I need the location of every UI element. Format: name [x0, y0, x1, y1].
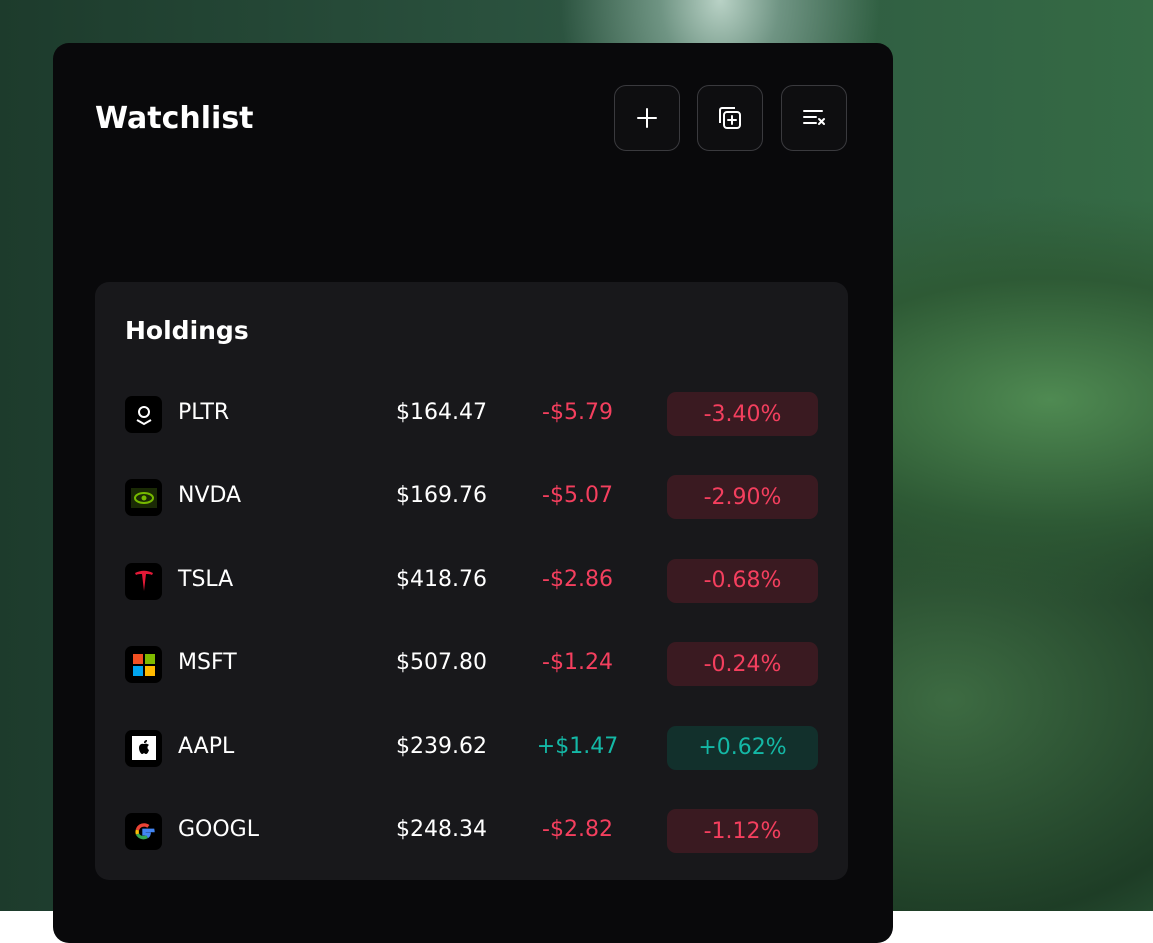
watchlist-panel: Watchlist Holdings PLTR $164.47 -$5.79 -3.4…	[53, 43, 893, 943]
holding-row[interactable]: MSFT $507.80 -$1.24 -0.24%	[95, 634, 848, 694]
logo	[130, 487, 157, 508]
price: $169.76	[396, 483, 487, 509]
ticker: MSFT	[178, 650, 237, 676]
change: -$5.07	[542, 483, 613, 509]
ticker-logo	[125, 813, 162, 850]
logo	[132, 653, 155, 676]
clear-button[interactable]	[781, 85, 847, 151]
price: $418.76	[396, 566, 487, 592]
ticker-logo	[125, 396, 162, 433]
price: $239.62	[396, 733, 487, 759]
ticker: TSLA	[178, 566, 234, 592]
holding-row[interactable]: TSLA $418.76 -$2.86 -0.68%	[95, 551, 848, 611]
percent-change: -2.90%	[667, 475, 818, 520]
ticker-logo	[125, 479, 162, 517]
holdings-card: Holdings PLTR $164.47 -$5.79 -3.40% NVDA $169…	[95, 282, 848, 880]
ticker: GOOGL	[178, 817, 259, 842]
price: $507.80	[396, 650, 487, 676]
percent-change: +0.62%	[667, 725, 818, 770]
change: -$5.79	[542, 400, 613, 425]
change: -$2.82	[542, 817, 613, 842]
logo	[134, 571, 153, 592]
holdings-title: Holdings	[125, 316, 249, 345]
change: +$1.47	[536, 733, 619, 759]
holding-row[interactable]: AAPL $239.62 +$1.47 +0.62%	[95, 718, 848, 778]
ticker-logo	[125, 729, 162, 767]
change: -$2.86	[542, 566, 613, 592]
ticker: NVDA	[178, 483, 242, 509]
percent-change: -0.24%	[667, 642, 818, 687]
ticker-logo	[125, 646, 162, 684]
percent-change: -3.40%	[667, 392, 818, 436]
price: $248.34	[396, 817, 487, 842]
add-button[interactable]	[614, 85, 680, 151]
logo	[136, 405, 151, 425]
change: -$1.24	[542, 650, 613, 676]
title: Watchlist	[95, 101, 254, 136]
ticker: AAPL	[178, 733, 235, 759]
add-list-button[interactable]	[697, 85, 763, 151]
percent-change: -1.12%	[667, 809, 818, 853]
holding-row[interactable]: NVDA $169.76 -$5.07 -2.90%	[95, 467, 848, 527]
price: $164.47	[396, 400, 487, 425]
percent-change: -0.68%	[667, 558, 818, 603]
holding-row[interactable]: PLTR $164.47 -$5.79 -3.40%	[95, 384, 848, 444]
icon-plus	[637, 108, 657, 128]
icon-copy-plus	[719, 107, 741, 129]
icon-clear-list	[803, 110, 825, 125]
ticker-logo	[125, 562, 162, 600]
logo	[134, 822, 155, 839]
ticker: PLTR	[178, 400, 230, 425]
holding-row[interactable]: GOOGL $248.34 -$2.82 -1.12%	[95, 801, 848, 861]
logo	[131, 736, 156, 761]
